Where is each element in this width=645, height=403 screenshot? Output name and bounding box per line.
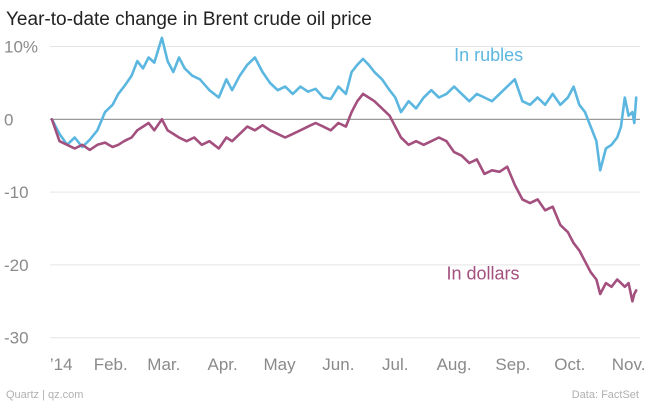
series-line-in-rubles	[50, 36, 638, 172]
source-credit: Quartz | qz.com	[6, 389, 83, 401]
y-axis-ticks: 10% 0 -10 -20 -30	[4, 38, 38, 348]
x-tick-label: Aug.	[437, 355, 472, 374]
x-tick-label: ’14	[50, 355, 73, 374]
series-lines	[50, 36, 638, 303]
x-axis-ticks: ’14 Feb. Mar. Apr. May Jun. Jul. Aug. Sep. Oct. No…	[50, 355, 645, 374]
x-tick-label: Sep.	[495, 355, 530, 374]
y-tick-label: 0	[4, 110, 13, 129]
x-tick-label: Nov.	[612, 355, 645, 374]
data-source: Data: FactSet	[572, 389, 639, 401]
y-tick-label: 10%	[4, 38, 38, 57]
x-tick-label: Jun.	[322, 355, 354, 374]
y-tick-label: -30	[4, 329, 29, 348]
series-label: In rubles	[454, 45, 523, 65]
x-tick-label: Jul.	[382, 355, 408, 374]
y-tick-label: -10	[4, 183, 29, 202]
series-line-in-dollars	[50, 92, 638, 303]
x-tick-label: May	[263, 355, 296, 374]
y-tick-label: -20	[4, 256, 29, 275]
x-tick-label: Mar.	[147, 355, 180, 374]
series-label: In dollars	[446, 263, 519, 283]
series-labels: In rubles In dollars	[446, 45, 523, 283]
grid-lines	[50, 46, 640, 339]
x-tick-label: Apr.	[208, 355, 238, 374]
x-tick-label: Oct.	[554, 355, 585, 374]
x-tick-label: Feb.	[94, 355, 128, 374]
chart-title: Year-to-date change in Brent crude oil p…	[6, 9, 372, 30]
